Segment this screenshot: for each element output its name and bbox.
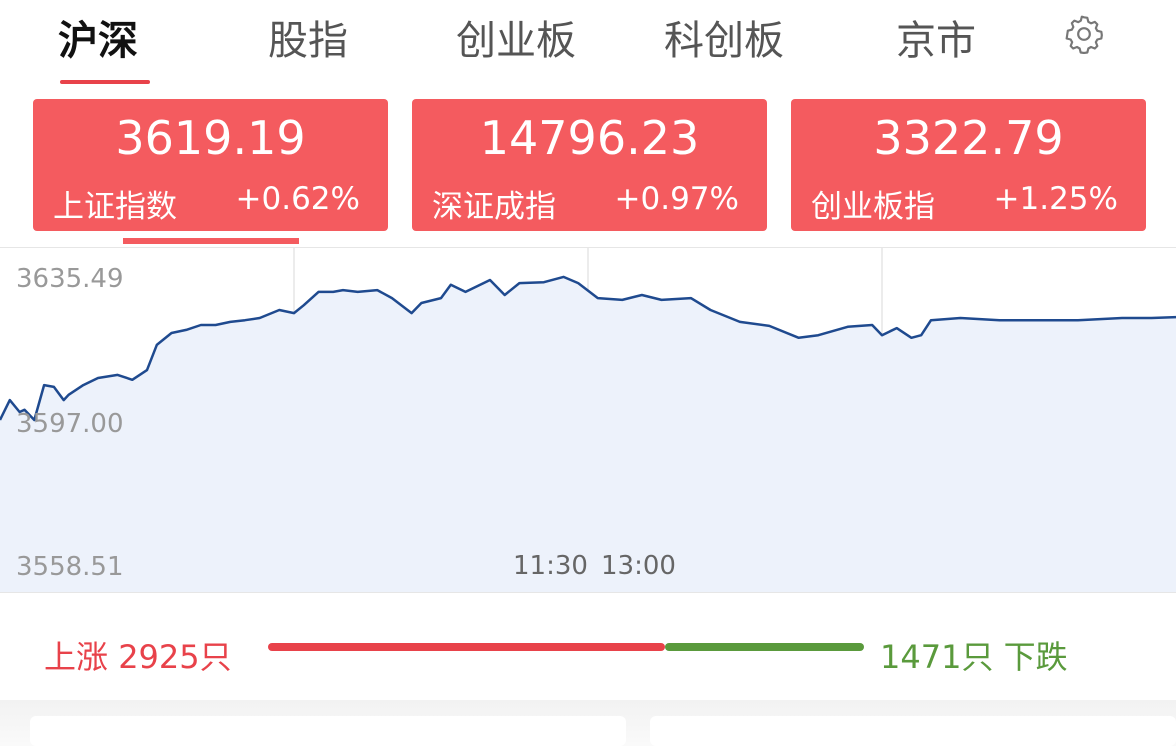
advancers: 上涨 2925只 [44, 632, 232, 678]
up-count: 2925只 [118, 638, 232, 676]
index-card-shenzhen[interactable]: 14796.23 深证成指 +0.97% [412, 99, 767, 231]
index-card-shanghai[interactable]: 3619.19 上证指数 +0.62% [33, 99, 388, 231]
tab-chinext[interactable]: 创业板 [456, 18, 576, 64]
x-label-morning-close: 11:30 [513, 551, 588, 581]
index-change: +1.25% [993, 181, 1118, 217]
next-panel-right [650, 716, 1176, 746]
decliners-bar [664, 643, 864, 651]
price-line [0, 275, 1176, 422]
index-name: 上证指数 [53, 189, 177, 225]
y-label-low: 3558.51 [16, 552, 124, 582]
index-name: 深证成指 [432, 189, 556, 225]
y-label-prev-close: 3597.00 [16, 409, 124, 439]
index-value: 3619.19 [115, 111, 306, 165]
market-tabs: 沪深 股指 创业板 科创板 京市 [0, 0, 1176, 90]
chart-plot [0, 248, 1176, 592]
next-panel-left [30, 716, 626, 746]
advancers-bar [268, 643, 665, 651]
up-label: 上涨 [44, 638, 109, 676]
down-label: 下跌 [1003, 638, 1068, 676]
tab-index-futures[interactable]: 股指 [268, 18, 348, 64]
market-breadth: 上涨 2925只 1471只 下跌 [0, 600, 1176, 700]
x-label-afternoon-open: 13:00 [601, 551, 676, 581]
selected-card-indicator [123, 238, 299, 244]
index-name: 创业板指 [811, 189, 935, 225]
index-change: +0.62% [235, 181, 360, 217]
index-change: +0.97% [614, 181, 739, 217]
index-card-chinext[interactable]: 3322.79 创业板指 +1.25% [791, 99, 1146, 231]
price-area-fill [0, 276, 1176, 592]
index-value: 3322.79 [873, 111, 1064, 165]
tab-beijing[interactable]: 京市 [896, 18, 976, 64]
decliners: 1471只 下跌 [880, 632, 1068, 678]
index-value: 14796.23 [479, 111, 700, 165]
gear-icon[interactable] [1064, 14, 1104, 54]
intraday-chart[interactable]: 3635.49 3597.00 3558.51 11:30 13:00 [0, 247, 1176, 593]
tab-hushen[interactable]: 沪深 [58, 18, 138, 64]
active-tab-indicator [60, 80, 150, 84]
down-count: 1471只 [880, 638, 994, 676]
tab-star-market[interactable]: 科创板 [664, 18, 784, 64]
y-label-high: 3635.49 [16, 264, 124, 294]
